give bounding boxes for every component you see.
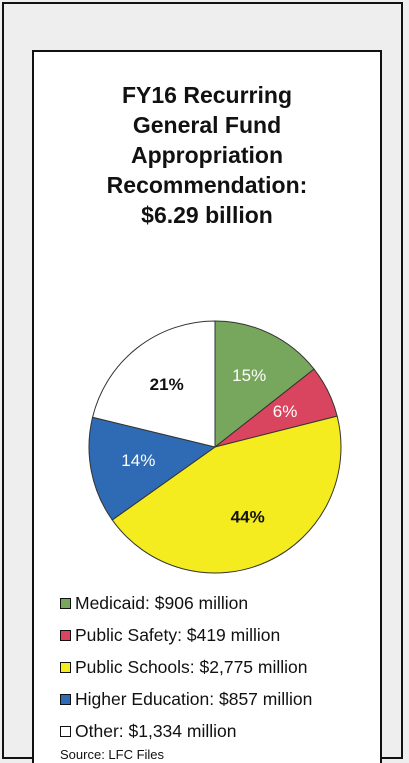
legend-label: Other: $1,334 million	[75, 720, 237, 741]
pie-label-higher-education: 14%	[121, 451, 155, 470]
legend-item-higher-education: Higher Education: $857 million	[60, 683, 380, 715]
pie-slice-public-schools	[111, 415, 342, 574]
legend-label: Higher Education: $857 million	[75, 688, 313, 709]
legend-swatch	[60, 629, 71, 641]
chart-title-line: General Fund	[132, 112, 282, 138]
legend-swatch	[60, 597, 71, 609]
pie-label-public-schools: 44%	[231, 507, 265, 526]
chart-title-line: $6.29 billion	[141, 202, 273, 228]
pie-label-medicaid: 15%	[232, 366, 266, 385]
pie-slice-medicaid	[214, 320, 315, 449]
legend-swatch	[60, 725, 71, 737]
chart-panel: FY16 Recurring General Fund Appropriatio…	[32, 50, 382, 763]
legend: Medicaid: $906 million Public Safety: $4…	[60, 587, 380, 747]
pie-labels: 15% 6% 44% 14% 21%	[121, 366, 297, 526]
chart-title-line: Recommendation:	[106, 172, 308, 198]
legend-label: Public Schools: $2,775 million	[75, 656, 308, 677]
legend-swatch	[60, 661, 71, 673]
legend-item-other: Other: $1,334 million	[60, 715, 380, 747]
legend-swatch	[60, 693, 71, 705]
pie-slice-other	[91, 320, 216, 448]
legend-item-public-schools: Public Schools: $2,775 million	[60, 651, 380, 683]
chart-title-line: FY16 Recurring	[122, 82, 292, 108]
source-note: Source: LFC Files	[60, 747, 165, 762]
legend-item-medicaid: Medicaid: $906 million	[60, 587, 380, 619]
chart-title: FY16 Recurring General Fund Appropriatio…	[34, 80, 380, 230]
legend-label: Public Safety: $419 million	[75, 624, 281, 645]
pie-label-public-safety: 6%	[273, 402, 298, 421]
chart-title-line: Appropriation	[130, 142, 284, 168]
legend-label: Medicaid: $906 million	[75, 592, 249, 613]
pie-slices	[88, 320, 342, 574]
pie-label-other: 21%	[150, 375, 184, 394]
figure-frame: FY16 Recurring General Fund Appropriatio…	[2, 2, 403, 763]
legend-item-public-safety: Public Safety: $419 million	[60, 619, 380, 651]
pie-chart: 15% 6% 44% 14% 21%	[88, 320, 342, 574]
pie-slice-higher-education	[88, 416, 217, 521]
